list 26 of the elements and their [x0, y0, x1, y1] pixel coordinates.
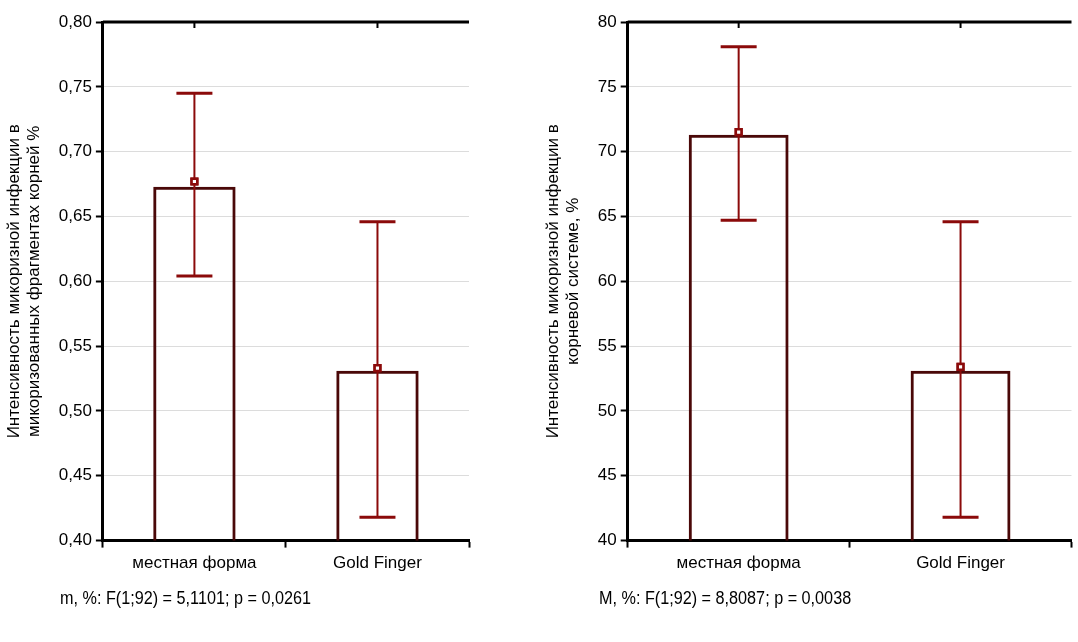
text: M, %: F(1;92) = 8,8087; p = 0,0038	[599, 588, 852, 609]
y-tick-label: 0,60	[58, 270, 92, 290]
x-tick-label: местная форма	[132, 553, 258, 573]
y-tick-label: 0,80	[58, 11, 92, 31]
x-tick-label: местная форма	[676, 553, 802, 573]
x-tick-label: Gold Finger	[333, 553, 423, 573]
y-tick-label: 80	[597, 11, 617, 31]
y-tick-label: 60	[597, 270, 617, 290]
y-tick-label: 50	[597, 400, 617, 420]
y-tick-label: 0,70	[58, 141, 92, 161]
y-tick-label: 70	[597, 141, 617, 161]
y-tick-label: 0,75	[58, 76, 92, 96]
x-tick-label: Gold Finger	[916, 553, 1006, 573]
text: m, %: F(1;92) = 5,1101; p = 0,0261	[60, 588, 311, 609]
y-tick-label: 0,65	[58, 206, 92, 226]
y-tick-label: 65	[597, 206, 617, 226]
y-tick-label: 55	[597, 335, 617, 355]
y-axis-title: Интенсивность микоризной инфекции в корневой системе, %	[542, 124, 583, 439]
y-tick-label: 0,45	[58, 465, 92, 485]
y-tick-label: 40	[597, 530, 617, 550]
y-tick-label: 45	[597, 465, 617, 485]
y-tick-label: 0,50	[58, 400, 92, 420]
y-tick-label: 0,40	[58, 530, 92, 550]
y-tick-label: 75	[597, 76, 617, 96]
y-axis-title: Интенсивность микоризной инфекции в микоризованных фрагментах корней %	[3, 124, 44, 439]
y-tick-label: 0,55	[58, 335, 92, 355]
